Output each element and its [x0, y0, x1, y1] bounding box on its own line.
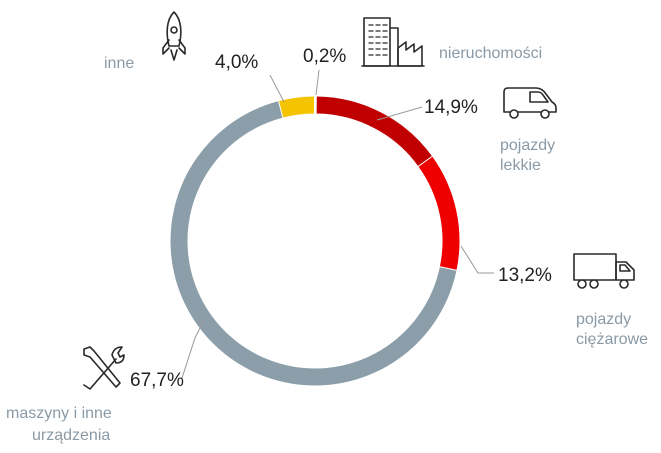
van-icon [503, 87, 557, 119]
category-label-pojazdy-lekkie-line1: pojazdy [500, 137, 555, 154]
value-label-maszyny: 67,7% [130, 370, 184, 391]
rocket-icon [162, 11, 186, 61]
tools-icon [83, 346, 125, 390]
leader-pojazdy-lekkie [376, 106, 423, 121]
value-label-inne: 4,0% [215, 52, 258, 73]
leader-pojazdy-ciezarowe [460, 245, 494, 274]
value-label-pojazdy-ciezarowe: 13,2% [498, 265, 552, 286]
truck-icon [573, 253, 635, 289]
category-label-pojazdy-ciezarowe-line1: pojazdy [576, 311, 631, 328]
slice-separator-pojazdy_ciezarowe [438, 266, 458, 272]
category-label-nieruchomosci: nieruchomości [439, 45, 542, 62]
leader-inne [269, 74, 285, 103]
leader-nieruchomosci [315, 69, 320, 96]
donut-slice-pojazdy_ciezarowe [418, 156, 460, 271]
category-label-pojazdy-ciezarowe-line2: ciężarowe [576, 331, 648, 348]
value-label-nieruchomosci: 0,2% [303, 46, 346, 67]
building-factory-icon [361, 17, 425, 67]
category-label-maszyny-line2: urządzenia [32, 427, 110, 444]
leader-maszyny [181, 317, 206, 379]
value-label-pojazdy-lekkie: 14,9% [424, 97, 478, 118]
category-label-inne: inne [104, 55, 134, 72]
donut-slice-maszyny [170, 101, 457, 386]
donut-slice-inne [279, 96, 316, 118]
category-label-pojazdy-lekkie-line2: lekkie [500, 157, 541, 174]
donut-ring [170, 95, 460, 386]
donut-slice-pojazdy_lekkie [316, 96, 433, 167]
category-label-maszyny-line1: maszyny i inne [6, 405, 112, 422]
